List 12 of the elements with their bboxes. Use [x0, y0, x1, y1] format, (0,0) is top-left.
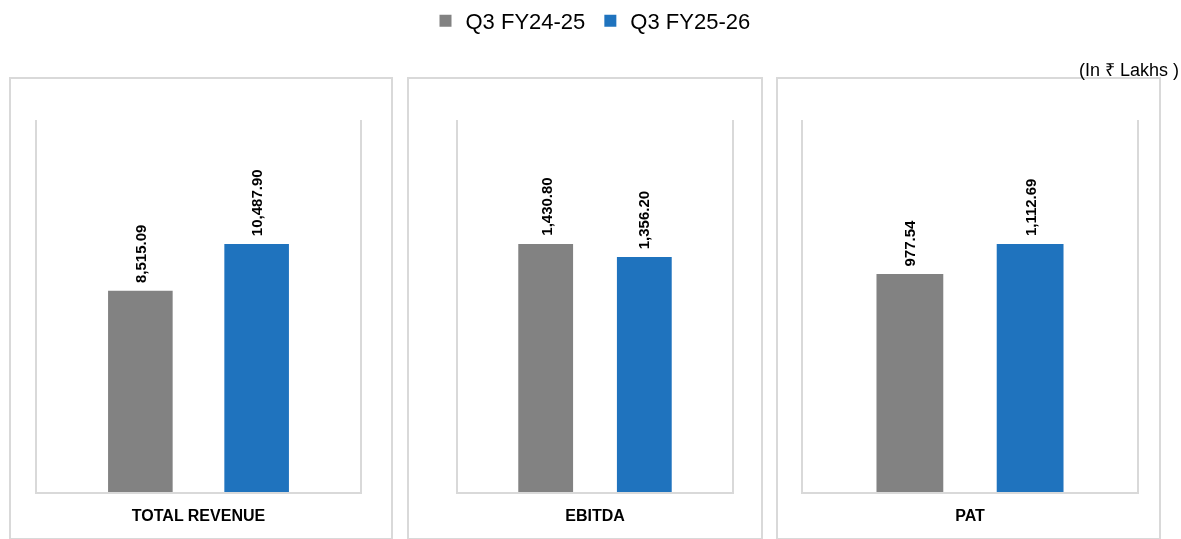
data-label: 977.54 [901, 219, 919, 267]
x-axis-title: PAT [955, 506, 986, 524]
x-axis-title: EBITDA [565, 506, 626, 524]
text: (In ₹ Lakhs ) [1079, 60, 1180, 80]
data-label: 1,430.80 [537, 177, 555, 236]
data-label: 8,515.09 [131, 224, 149, 284]
legend-label: Q3 FY25-26 [630, 9, 751, 35]
data-label: 10,487.90 [248, 169, 266, 237]
data-label: 1,356.20 [635, 190, 653, 250]
data-label: 1,112.69 [1022, 178, 1040, 237]
x-axis-title: TOTAL REVENUE [131, 506, 266, 524]
legend-label: Q3 FY24-25 [465, 9, 586, 35]
